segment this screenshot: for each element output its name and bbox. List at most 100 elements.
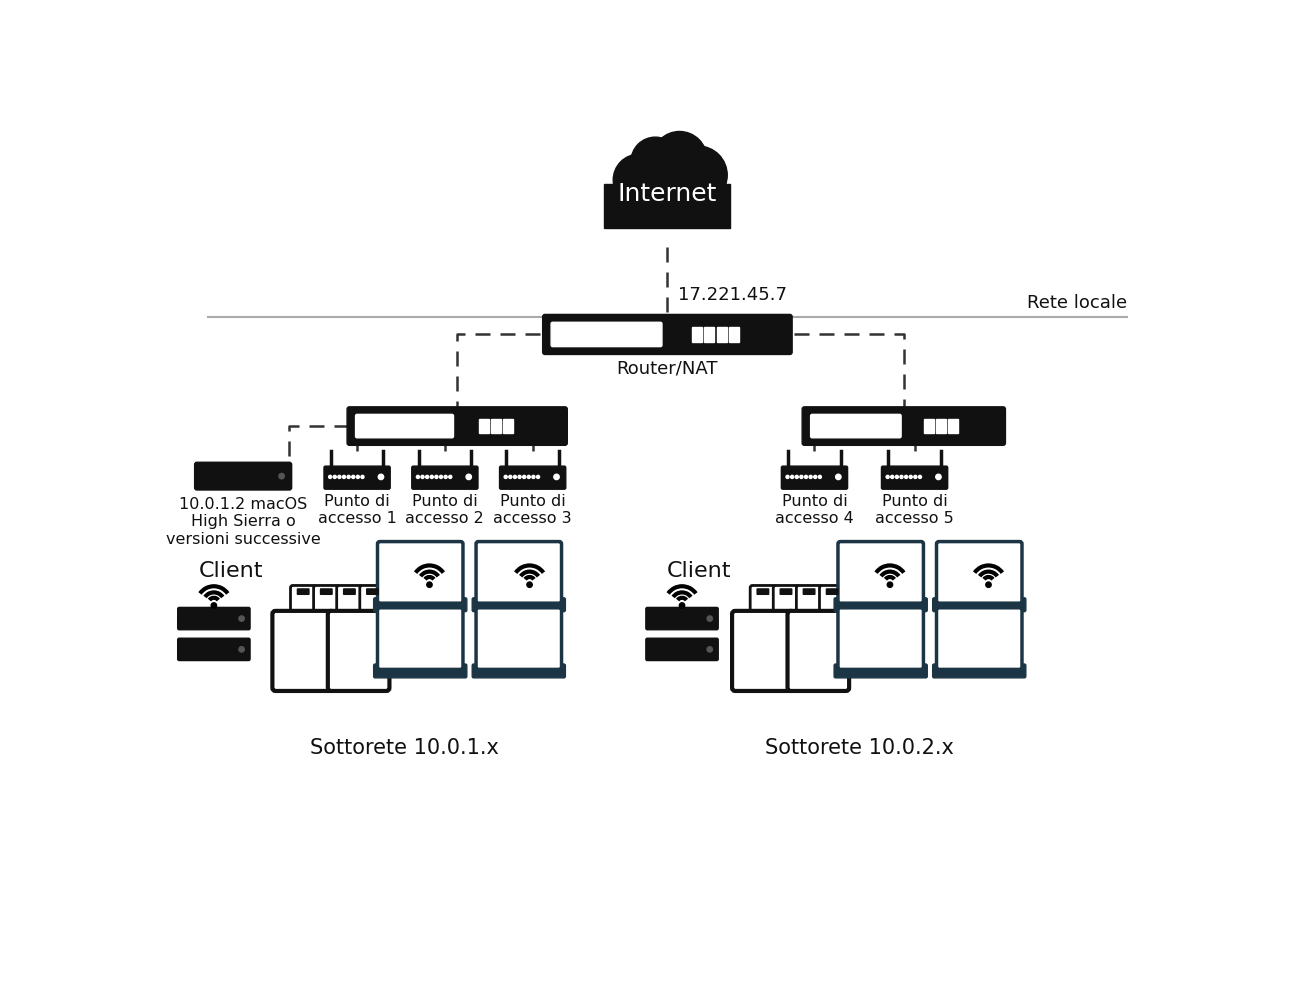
Circle shape: [347, 475, 351, 478]
Text: Internet: Internet: [618, 181, 717, 206]
FancyBboxPatch shape: [344, 589, 356, 594]
Circle shape: [279, 473, 284, 479]
Circle shape: [895, 475, 898, 478]
Text: Sottorete 10.0.2.x: Sottorete 10.0.2.x: [765, 738, 954, 758]
Text: Punto di
accesso 4: Punto di accesso 4: [775, 494, 853, 526]
FancyBboxPatch shape: [937, 541, 1022, 603]
FancyBboxPatch shape: [336, 585, 362, 632]
FancyBboxPatch shape: [728, 327, 739, 341]
Circle shape: [708, 646, 713, 652]
FancyBboxPatch shape: [542, 315, 792, 354]
Text: 17.221.45.7: 17.221.45.7: [678, 286, 787, 304]
FancyBboxPatch shape: [503, 419, 513, 433]
Circle shape: [909, 475, 912, 478]
Circle shape: [444, 475, 447, 478]
FancyBboxPatch shape: [324, 466, 390, 489]
Circle shape: [417, 475, 420, 478]
FancyBboxPatch shape: [476, 541, 562, 603]
FancyBboxPatch shape: [826, 589, 838, 594]
FancyBboxPatch shape: [194, 462, 292, 490]
FancyBboxPatch shape: [732, 611, 794, 691]
FancyBboxPatch shape: [692, 327, 702, 341]
Circle shape: [818, 475, 821, 478]
FancyBboxPatch shape: [924, 419, 934, 433]
Circle shape: [652, 132, 708, 186]
FancyBboxPatch shape: [933, 664, 1025, 678]
FancyBboxPatch shape: [804, 589, 814, 594]
FancyBboxPatch shape: [378, 608, 463, 669]
Circle shape: [886, 475, 889, 478]
FancyBboxPatch shape: [820, 585, 844, 632]
FancyBboxPatch shape: [378, 541, 463, 603]
FancyBboxPatch shape: [360, 585, 386, 632]
FancyBboxPatch shape: [834, 598, 928, 612]
FancyBboxPatch shape: [366, 589, 378, 594]
Circle shape: [448, 475, 452, 478]
Circle shape: [466, 474, 472, 479]
Circle shape: [421, 475, 423, 478]
Circle shape: [430, 475, 434, 478]
Circle shape: [238, 616, 244, 621]
Circle shape: [328, 475, 332, 478]
Text: Punto di
accesso 1: Punto di accesso 1: [318, 494, 396, 526]
FancyBboxPatch shape: [782, 466, 847, 489]
FancyBboxPatch shape: [314, 585, 339, 632]
Circle shape: [708, 616, 713, 621]
FancyBboxPatch shape: [551, 323, 662, 346]
FancyBboxPatch shape: [751, 585, 775, 632]
FancyBboxPatch shape: [810, 414, 902, 438]
FancyBboxPatch shape: [499, 466, 566, 489]
Circle shape: [334, 475, 336, 478]
Circle shape: [554, 474, 559, 479]
Text: Client: Client: [198, 561, 263, 581]
FancyBboxPatch shape: [491, 419, 502, 433]
FancyBboxPatch shape: [757, 589, 769, 594]
FancyBboxPatch shape: [321, 589, 332, 594]
Circle shape: [526, 582, 532, 587]
Text: Client: Client: [667, 561, 731, 581]
FancyBboxPatch shape: [773, 585, 799, 632]
FancyBboxPatch shape: [780, 589, 792, 594]
Circle shape: [900, 475, 903, 478]
Circle shape: [435, 475, 438, 478]
Circle shape: [904, 475, 908, 478]
FancyBboxPatch shape: [412, 466, 478, 489]
FancyBboxPatch shape: [646, 607, 718, 630]
Circle shape: [519, 475, 521, 478]
Circle shape: [238, 646, 244, 652]
Circle shape: [537, 475, 539, 478]
FancyBboxPatch shape: [374, 598, 466, 612]
Text: Router/NAT: Router/NAT: [616, 360, 718, 378]
FancyBboxPatch shape: [177, 607, 250, 630]
FancyBboxPatch shape: [374, 664, 466, 678]
FancyBboxPatch shape: [472, 598, 566, 612]
Circle shape: [804, 475, 808, 478]
FancyBboxPatch shape: [704, 327, 714, 341]
FancyBboxPatch shape: [472, 664, 566, 678]
FancyBboxPatch shape: [933, 598, 1025, 612]
Circle shape: [528, 475, 530, 478]
FancyBboxPatch shape: [328, 611, 390, 691]
Circle shape: [361, 475, 364, 478]
Circle shape: [891, 475, 894, 478]
FancyBboxPatch shape: [605, 184, 731, 228]
Circle shape: [913, 475, 917, 478]
Text: 10.0.1.2 macOS
High Sierra o
versioni successive: 10.0.1.2 macOS High Sierra o versioni su…: [165, 497, 321, 547]
Circle shape: [356, 475, 360, 478]
Circle shape: [508, 475, 512, 478]
FancyBboxPatch shape: [834, 664, 928, 678]
Circle shape: [378, 474, 383, 479]
Circle shape: [800, 475, 803, 478]
Circle shape: [426, 475, 429, 478]
FancyBboxPatch shape: [949, 419, 958, 433]
Circle shape: [791, 475, 794, 478]
FancyBboxPatch shape: [291, 585, 315, 632]
FancyBboxPatch shape: [796, 585, 822, 632]
FancyBboxPatch shape: [297, 589, 309, 594]
Text: Punto di
accesso 3: Punto di accesso 3: [494, 494, 572, 526]
FancyBboxPatch shape: [272, 611, 334, 691]
Circle shape: [835, 474, 840, 479]
Text: Punto di
accesso 5: Punto di accesso 5: [876, 494, 954, 526]
Circle shape: [679, 603, 685, 608]
FancyBboxPatch shape: [347, 406, 567, 446]
